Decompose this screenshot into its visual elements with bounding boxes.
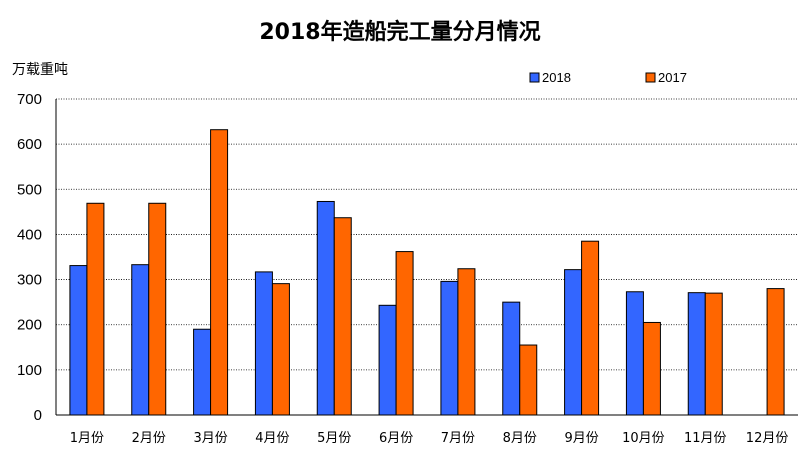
bar-2018-6 [378, 304, 397, 416]
x-tick-label: 6月份 [379, 431, 413, 446]
bar-2018-7 [440, 280, 459, 416]
bar-2017-5 [333, 217, 352, 416]
y-tick-label: 400 [17, 226, 42, 243]
bar-2018-5 [316, 200, 335, 416]
x-tick-label: 5月份 [317, 431, 351, 446]
y-axis-label: 万载重吨 [12, 62, 68, 78]
bar-2017-3 [210, 129, 229, 416]
bar-2018-3 [193, 328, 212, 416]
legend-swatch-2017 [645, 72, 656, 83]
bar-2017-8 [519, 344, 538, 416]
y-tick-label: 600 [17, 136, 42, 153]
y-tick-label: 300 [17, 272, 42, 289]
x-tick-label: 4月份 [255, 431, 289, 446]
axes [55, 99, 798, 416]
x-tick-label: 7月份 [441, 431, 475, 446]
bar-2018-9 [564, 269, 583, 416]
bar-2018-1 [69, 265, 88, 416]
y-tick-label: 0 [34, 407, 42, 424]
chart-title: 2018年造船完工量分月情况 [259, 19, 540, 45]
legend-label-2018: 2018 [542, 70, 571, 85]
x-tick-label: 3月份 [193, 431, 227, 446]
y-tick-label: 200 [17, 317, 42, 334]
bar-2018-8 [502, 301, 521, 416]
x-tick-label: 11月份 [684, 431, 727, 446]
bar-2018-4 [254, 271, 273, 416]
bar-2018-11 [687, 292, 706, 416]
bar-2017-1 [86, 202, 105, 416]
x-tick-labels: 1月份 2月份 3月份 4月份 5月份 6月份 7月份 8月份 9月份 10月份 11月份 12月份 [70, 431, 789, 446]
x-tick-label: 9月份 [564, 431, 598, 446]
bar-2018-10 [625, 291, 644, 416]
legend-swatch-2018 [529, 72, 540, 83]
bar-2017-10 [642, 321, 661, 416]
gridlines [56, 98, 798, 371]
bar-2017-9 [581, 240, 600, 416]
y-tick-label: 700 [17, 91, 42, 108]
x-tick-label: 12月份 [746, 431, 789, 446]
bar-2017-11 [704, 292, 723, 416]
y-tick-label: 100 [17, 362, 42, 379]
bars [69, 129, 785, 416]
legend-label-2017: 2017 [658, 70, 687, 85]
y-tick-label: 500 [17, 181, 42, 198]
y-tick-labels: 0 100 200 300 400 500 600 700 [17, 91, 42, 424]
bar-2017-6 [395, 251, 414, 416]
legend: 2018 2017 [529, 70, 687, 85]
bar-2017-7 [457, 268, 476, 416]
bar-2017-12 [766, 288, 785, 416]
x-tick-label: 2月份 [132, 431, 166, 446]
bar-2017-2 [148, 202, 167, 416]
x-tick-label: 10月份 [622, 431, 665, 446]
x-tick-label: 8月份 [503, 431, 537, 446]
bar-2018-2 [131, 264, 150, 416]
x-tick-label: 1月份 [70, 431, 104, 446]
bar-2017-4 [271, 283, 290, 416]
